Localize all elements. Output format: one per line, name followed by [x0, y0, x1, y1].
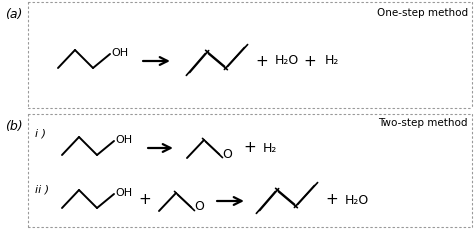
- Text: O: O: [222, 147, 232, 161]
- Text: +: +: [138, 193, 151, 207]
- Text: +: +: [326, 193, 338, 207]
- Text: O: O: [194, 201, 204, 213]
- Text: ii ): ii ): [35, 185, 49, 195]
- Text: One-step method: One-step method: [377, 8, 468, 18]
- Text: H₂O: H₂O: [345, 194, 369, 207]
- Text: H₂: H₂: [263, 142, 277, 155]
- Text: OH: OH: [111, 48, 128, 58]
- Text: +: +: [304, 54, 316, 68]
- Text: H₂: H₂: [325, 55, 339, 68]
- Text: H₂O: H₂O: [275, 55, 299, 68]
- Text: (b): (b): [5, 120, 23, 133]
- Text: Two-step method: Two-step method: [379, 118, 468, 128]
- Text: +: +: [244, 141, 256, 155]
- Text: (a): (a): [5, 8, 22, 21]
- Text: +: +: [255, 54, 268, 68]
- Text: i ): i ): [35, 128, 46, 138]
- Text: OH: OH: [115, 135, 132, 145]
- Text: OH: OH: [115, 188, 132, 198]
